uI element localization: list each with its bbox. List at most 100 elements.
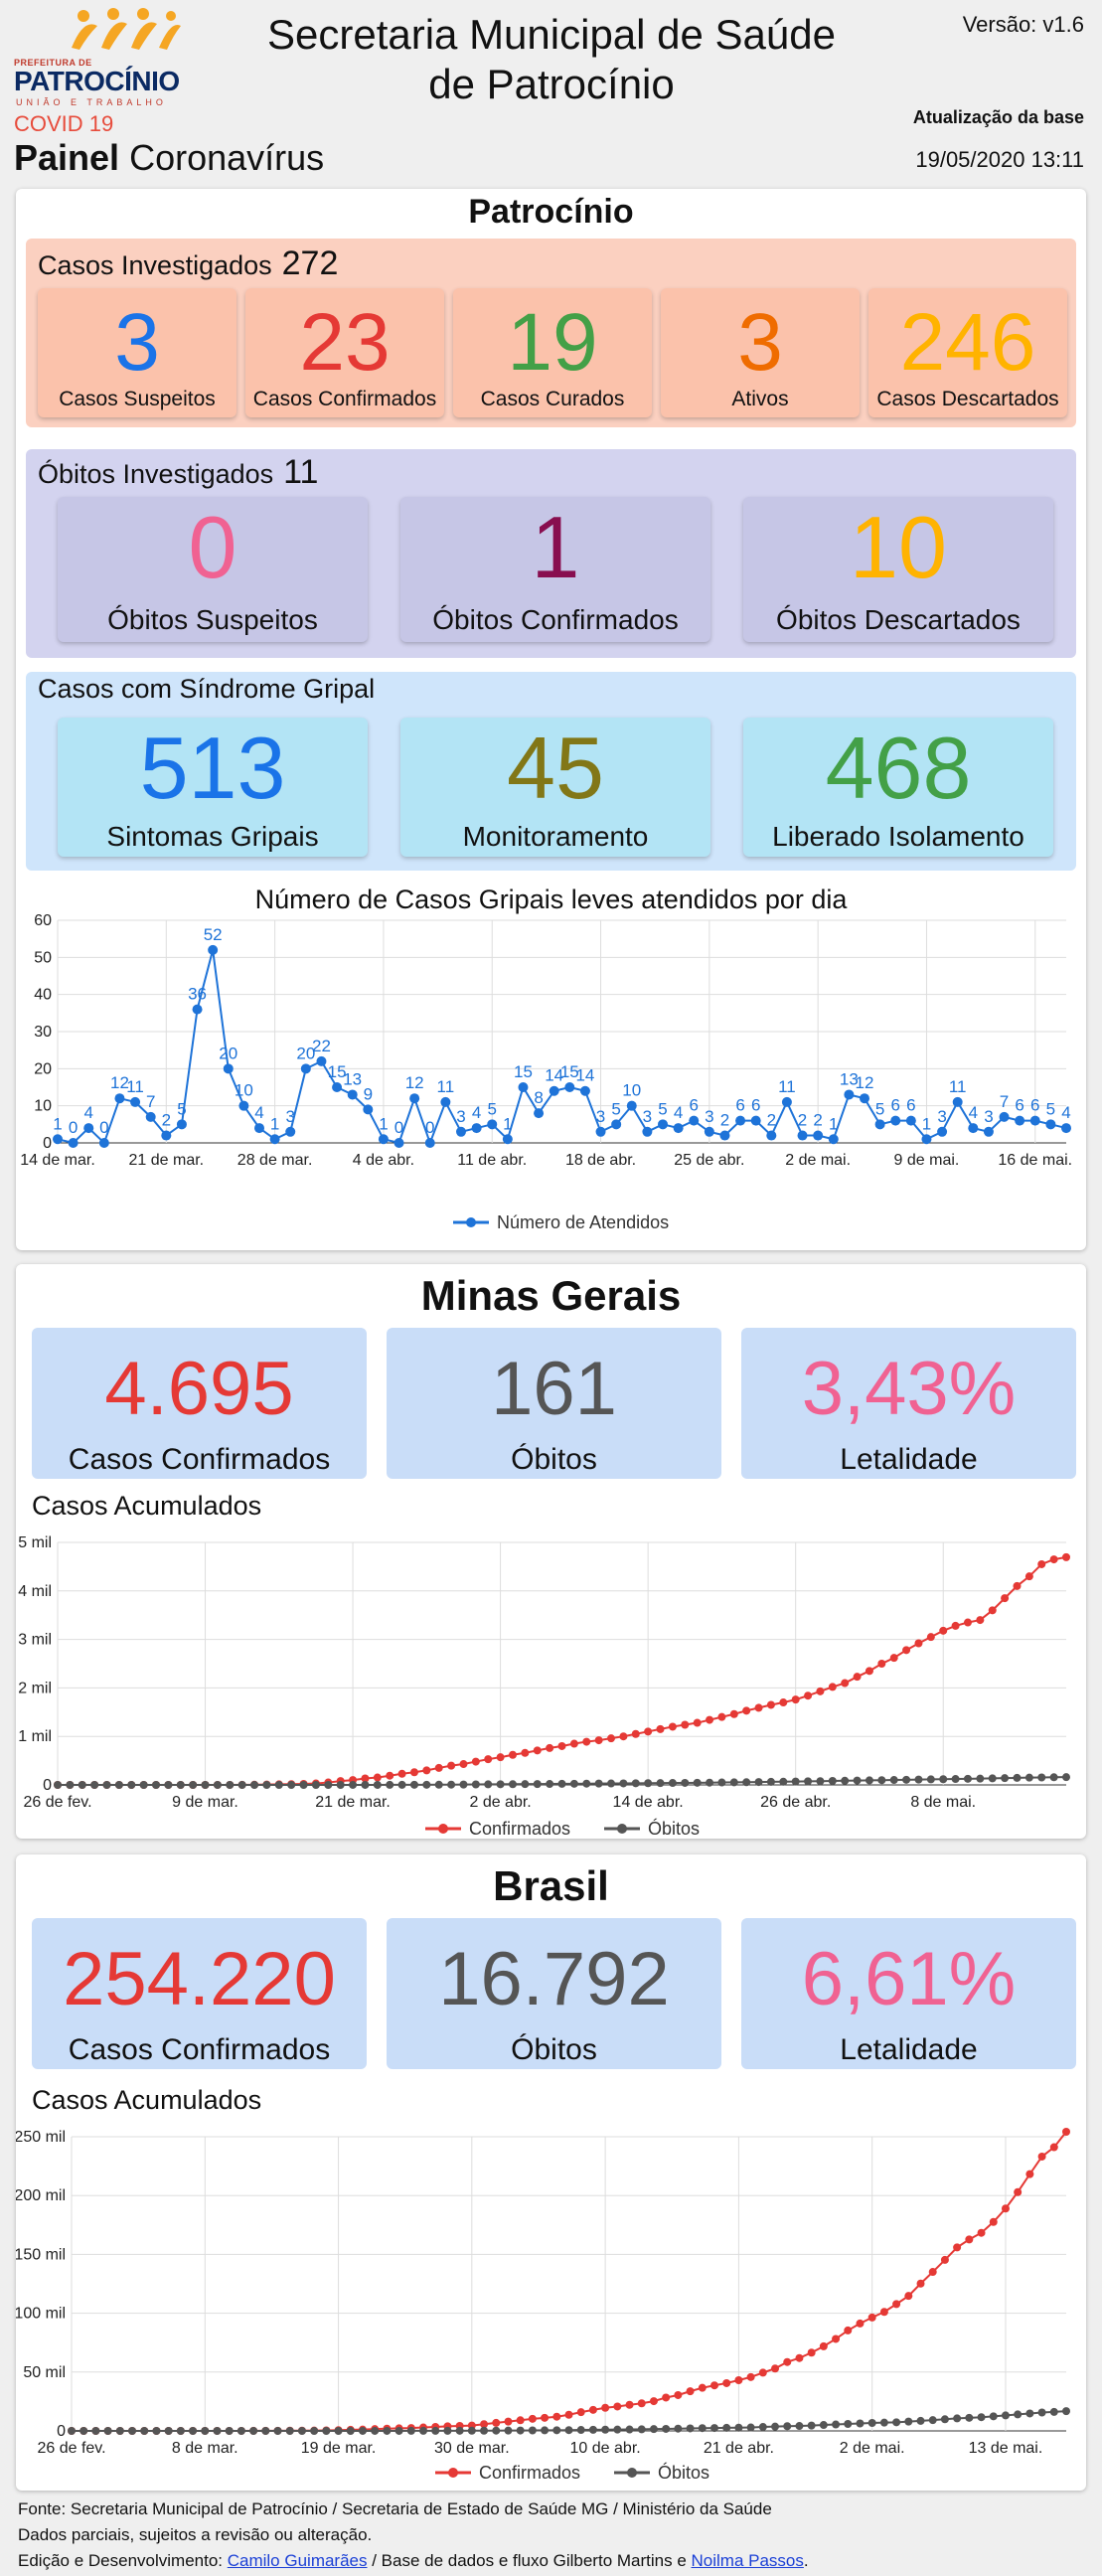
data-point[interactable] — [480, 2420, 489, 2429]
data-point[interactable] — [521, 1748, 530, 1757]
data-point[interactable] — [508, 1780, 517, 1789]
data-point[interactable] — [373, 1773, 382, 1782]
data-point[interactable] — [557, 1741, 566, 1750]
data-point[interactable] — [844, 2326, 853, 2334]
data-point[interactable] — [1049, 2407, 1058, 2416]
data-point[interactable] — [484, 1780, 493, 1789]
data-point[interactable] — [999, 1111, 1010, 1122]
data-point[interactable] — [192, 1004, 203, 1015]
data-point[interactable] — [594, 1779, 603, 1788]
data-point[interactable] — [383, 2426, 392, 2435]
data-point[interactable] — [693, 1778, 702, 1787]
data-point[interactable] — [965, 2235, 974, 2244]
data-point[interactable] — [1001, 1774, 1010, 1783]
data-point[interactable] — [939, 1626, 948, 1635]
data-point[interactable] — [853, 1673, 862, 1682]
data-point[interactable] — [54, 1781, 62, 1789]
data-point[interactable] — [484, 1755, 493, 1764]
data-point[interactable] — [905, 1115, 916, 1126]
data-point[interactable] — [361, 1774, 370, 1783]
data-point[interactable] — [988, 1606, 997, 1615]
data-point[interactable] — [698, 2383, 707, 2392]
data-point[interactable] — [742, 1778, 751, 1787]
data-point[interactable] — [791, 1695, 800, 1704]
data-point[interactable] — [285, 1126, 296, 1137]
data-point[interactable] — [140, 2427, 149, 2435]
data-point[interactable] — [681, 1720, 690, 1729]
data-point[interactable] — [951, 1775, 960, 1784]
data-point[interactable] — [613, 2425, 622, 2434]
data-point[interactable] — [832, 2420, 841, 2429]
data-point[interactable] — [346, 2426, 355, 2435]
data-point[interactable] — [771, 2422, 780, 2431]
data-point[interactable] — [735, 1115, 746, 1126]
data-point[interactable] — [889, 1654, 898, 1663]
data-point[interactable] — [783, 2422, 792, 2431]
data-point[interactable] — [921, 1134, 932, 1145]
data-point[interactable] — [681, 1778, 690, 1787]
data-point[interactable] — [459, 1780, 468, 1789]
data-point[interactable] — [619, 1732, 628, 1741]
data-point[interactable] — [902, 1646, 911, 1655]
data-point[interactable] — [208, 944, 219, 955]
legend-label[interactable]: Confirmados — [479, 2463, 580, 2483]
data-point[interactable] — [406, 2426, 415, 2435]
data-point[interactable] — [1037, 2408, 1046, 2417]
data-point[interactable] — [386, 1771, 394, 1780]
data-point[interactable] — [358, 2426, 367, 2435]
data-point[interactable] — [865, 1667, 873, 1676]
data-point[interactable] — [953, 2243, 962, 2252]
data-point[interactable] — [722, 2378, 731, 2387]
data-point[interactable] — [1049, 2143, 1058, 2152]
data-point[interactable] — [1062, 1552, 1070, 1561]
data-point[interactable] — [254, 1123, 264, 1134]
data-point[interactable] — [397, 1769, 406, 1778]
data-point[interactable] — [130, 1096, 141, 1107]
data-point[interactable] — [53, 1134, 63, 1145]
data-point[interactable] — [668, 1779, 677, 1788]
data-point[interactable] — [1029, 1115, 1040, 1126]
data-point[interactable] — [758, 2423, 767, 2432]
data-point[interactable] — [865, 1776, 873, 1785]
data-point[interactable] — [189, 1781, 198, 1789]
data-point[interactable] — [722, 2423, 731, 2432]
data-point[interactable] — [371, 2426, 380, 2435]
data-point[interactable] — [262, 1781, 271, 1789]
data-point[interactable] — [890, 1115, 901, 1126]
data-point[interactable] — [758, 2368, 767, 2377]
data-point[interactable] — [928, 2416, 937, 2425]
data-point[interactable] — [164, 2427, 173, 2435]
data-point[interactable] — [424, 1138, 435, 1148]
data-point[interactable] — [952, 1096, 963, 1107]
data-point[interactable] — [940, 2255, 949, 2264]
data-point[interactable] — [766, 1700, 775, 1709]
data-point[interactable] — [734, 2375, 743, 2384]
data-point[interactable] — [322, 2426, 331, 2435]
data-point[interactable] — [828, 1776, 837, 1785]
data-point[interactable] — [434, 1780, 443, 1789]
data-point[interactable] — [534, 1108, 545, 1119]
data-point[interactable] — [552, 2412, 561, 2421]
data-point[interactable] — [98, 1138, 109, 1148]
data-point[interactable] — [397, 1780, 406, 1789]
data-point[interactable] — [533, 1780, 542, 1789]
data-point[interactable] — [601, 2403, 610, 2412]
data-point[interactable] — [1061, 1123, 1071, 1134]
data-point[interactable] — [139, 1781, 148, 1789]
data-point[interactable] — [297, 2427, 306, 2435]
data-point[interactable] — [719, 1130, 730, 1141]
data-point[interactable] — [607, 1779, 616, 1788]
data-point[interactable] — [521, 1780, 530, 1789]
data-point[interactable] — [409, 1780, 418, 1789]
data-point[interactable] — [804, 1777, 813, 1786]
data-point[interactable] — [729, 1778, 738, 1787]
data-point[interactable] — [189, 2427, 198, 2435]
data-point[interactable] — [161, 1130, 172, 1141]
data-point[interactable] — [238, 1100, 249, 1111]
data-point[interactable] — [797, 1130, 808, 1141]
data-point[interactable] — [409, 1093, 420, 1104]
data-point[interactable] — [176, 2427, 185, 2435]
data-point[interactable] — [269, 1134, 280, 1145]
data-point[interactable] — [662, 2424, 671, 2433]
data-point[interactable] — [874, 1119, 885, 1130]
